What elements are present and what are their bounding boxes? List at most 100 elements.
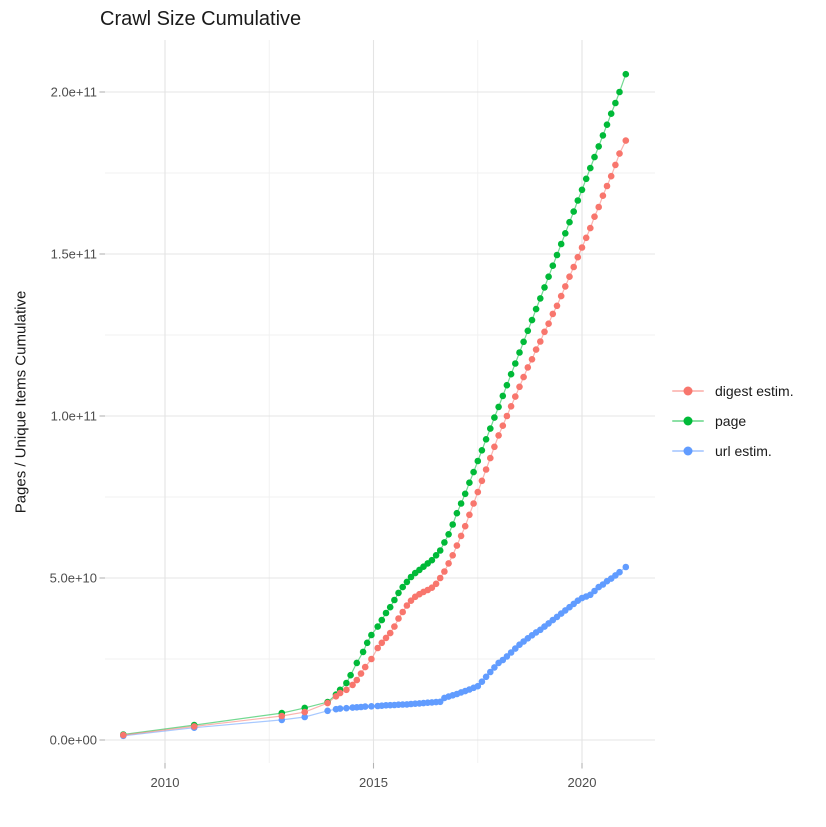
data-point-digest-estim [591, 213, 598, 220]
data-point-digest-estim [403, 602, 411, 609]
data-point-page [457, 500, 465, 507]
data-point-page [378, 616, 386, 624]
data-point-url-estim [616, 568, 623, 576]
data-point-digest-estim [470, 500, 477, 507]
data-point-page [570, 208, 577, 215]
data-point-digest-estim [324, 699, 331, 707]
data-point-page [453, 509, 461, 517]
y-tick-label: 1.0e+11 [51, 409, 97, 424]
data-point-digest-estim [378, 639, 386, 647]
data-point-url-estim [591, 587, 598, 595]
data-point-page [343, 679, 350, 687]
data-point-page [441, 539, 448, 546]
legend-label: url estim. [715, 443, 772, 459]
data-point-page [374, 623, 382, 630]
data-point-digest-estim [532, 346, 540, 353]
data-point-digest-estim [407, 597, 415, 604]
data-point-page [353, 659, 361, 667]
data-point-url-estim [301, 713, 309, 721]
data-point-digest-estim [466, 511, 473, 519]
data-point-page [482, 436, 490, 443]
data-point-digest-estim [574, 253, 582, 261]
data-point-digest-estim [566, 273, 573, 281]
data-point-page [499, 392, 507, 400]
data-point-digest-estim [520, 373, 527, 381]
data-point-digest-estim [578, 244, 586, 251]
legend-item-page: page [670, 406, 794, 436]
data-point-page [478, 447, 486, 454]
data-point-digest-estim [432, 580, 440, 588]
legend-point-swatch [683, 386, 693, 396]
series-page [120, 70, 630, 738]
legend-item-url-estim: url estim. [670, 436, 794, 466]
data-point-page [503, 381, 511, 389]
data-point-page [449, 521, 457, 528]
data-point-digest-estim [587, 224, 594, 232]
data-point-digest-estim [612, 161, 619, 169]
data-point-page [391, 596, 398, 604]
data-point-page [562, 230, 569, 237]
series-digest-estim [120, 137, 630, 739]
data-point-digest-estim [428, 584, 436, 591]
data-point-digest-estim [512, 393, 519, 400]
data-point-digest-estim [537, 338, 544, 345]
data-point-digest-estim [603, 182, 611, 190]
series-url-estim [120, 563, 630, 740]
data-point-url-estim [587, 591, 594, 599]
data-point-page [491, 414, 498, 421]
data-point-url-estim [474, 682, 482, 690]
data-point-digest-estim [562, 283, 569, 290]
data-point-page [399, 583, 407, 591]
data-point-digest-estim [474, 488, 482, 496]
data-point-digest-estim [557, 292, 565, 300]
data-point-digest-estim [336, 689, 344, 697]
data-point-digest-estim [545, 320, 552, 328]
data-point-page [466, 479, 473, 487]
data-point-page [541, 284, 548, 291]
y-tick-label: 2.0e+11 [51, 85, 97, 100]
legend-point-swatch [683, 416, 693, 426]
data-point-page [428, 556, 436, 564]
legend-key-url-estim [670, 442, 706, 460]
x-tick-label: 2020 [568, 775, 597, 790]
data-point-digest-estim [349, 681, 356, 689]
data-point-page [532, 305, 540, 313]
data-point-page [407, 573, 415, 581]
data-point-page [474, 457, 482, 465]
data-point-page [607, 110, 615, 117]
data-point-page [537, 295, 544, 302]
data-point-url-estim [368, 703, 375, 710]
data-point-page [574, 197, 582, 204]
data-point-digest-estim [595, 203, 602, 211]
legend-key-digest-estim [670, 382, 706, 400]
data-point-digest-estim [361, 663, 369, 671]
data-point-url-estim [507, 649, 515, 656]
data-point-url-estim [361, 703, 369, 710]
data-point-digest-estim [622, 137, 630, 144]
data-point-digest-estim [445, 560, 452, 567]
data-point-page [557, 240, 565, 248]
data-point-page [516, 349, 523, 356]
data-point-digest-estim [549, 310, 557, 318]
data-point-digest-estim [357, 670, 365, 677]
data-point-digest-estim [457, 532, 465, 540]
data-point-page [347, 671, 354, 679]
data-point-page [616, 88, 623, 96]
x-tick-label: 2010 [151, 775, 180, 790]
data-point-page [603, 121, 611, 128]
data-point-page [612, 99, 619, 107]
data-point-page [395, 589, 402, 597]
data-point-page [461, 490, 469, 498]
data-point-page [622, 70, 630, 78]
data-point-digest-estim [368, 655, 375, 663]
data-point-url-estim [324, 707, 331, 715]
legend-label: digest estim. [715, 383, 794, 399]
data-point-digest-estim [461, 522, 469, 530]
data-point-page [507, 370, 515, 378]
data-point-digest-estim [343, 686, 350, 694]
data-point-page [591, 153, 598, 161]
data-point-digest-estim [441, 568, 448, 575]
data-point-page [549, 262, 557, 270]
